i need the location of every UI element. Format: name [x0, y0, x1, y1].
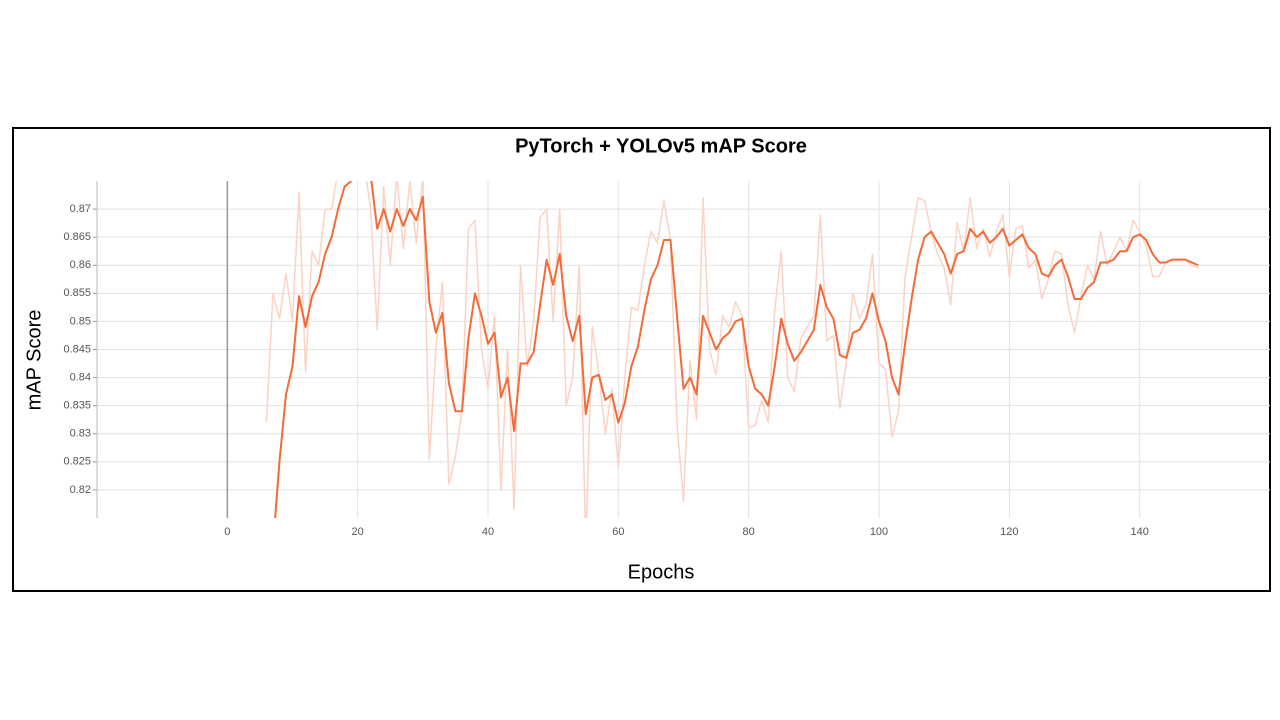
y-tick-label: 0.82 — [70, 484, 91, 496]
plot-area — [265, 181, 1199, 518]
chart-title: PyTorch + YOLOv5 mAP Score — [515, 135, 807, 157]
x-axis-label: Epochs — [628, 561, 695, 583]
y-tick-label: 0.855 — [63, 287, 91, 299]
y-tick-label: 0.85 — [70, 315, 91, 327]
y-axis-label: mAP Score — [23, 310, 45, 411]
x-tick-label: 120 — [1000, 526, 1018, 538]
y-tick-label: 0.825 — [63, 456, 91, 468]
frame — [12, 127, 1271, 592]
x-tick-label: 20 — [352, 526, 364, 538]
line — [265, 181, 1199, 518]
line — [274, 181, 1199, 518]
y-tick-label: 0.845 — [63, 343, 91, 355]
x-tick-label: 100 — [870, 526, 888, 538]
x-tick-label: 60 — [612, 526, 624, 538]
x-tick-label: 80 — [743, 526, 755, 538]
y-tick-label: 0.865 — [63, 231, 91, 243]
x-tick-label: 40 — [482, 526, 494, 538]
y-tick-label: 0.86 — [70, 259, 91, 271]
x-tick-label: 0 — [224, 526, 230, 538]
x-tick-label: 140 — [1130, 526, 1148, 538]
y-tick-label: 0.87 — [70, 203, 91, 215]
grid: 0.82 0.825 0.83 0.835 0.84 0.845 0.85 0.855 0.86… — [63, 181, 1270, 538]
y-tick-label: 0.83 — [70, 428, 91, 440]
y-tick-label: 0.835 — [63, 400, 91, 412]
y-tick-label: 0.84 — [70, 371, 91, 383]
